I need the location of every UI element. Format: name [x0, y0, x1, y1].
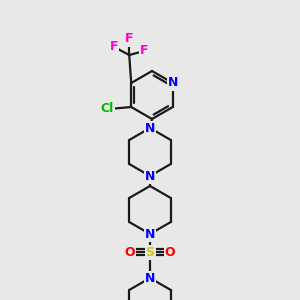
Text: N: N	[168, 76, 178, 89]
Text: F: F	[125, 32, 134, 46]
Text: N: N	[145, 227, 155, 241]
Text: Cl: Cl	[100, 103, 114, 116]
Text: F: F	[110, 40, 118, 53]
Text: F: F	[140, 44, 148, 58]
Text: N: N	[145, 122, 155, 134]
Text: S: S	[146, 245, 154, 259]
Text: N: N	[145, 169, 155, 182]
Text: O: O	[165, 245, 175, 259]
Text: N: N	[145, 272, 155, 284]
Text: O: O	[125, 245, 135, 259]
